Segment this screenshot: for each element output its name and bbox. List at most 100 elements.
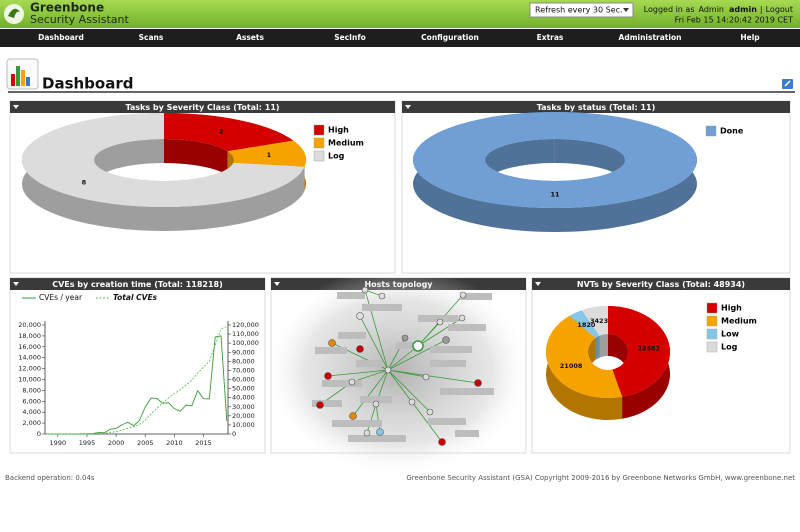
y2-tick-label: 110,000 — [232, 330, 259, 338]
y-tick-label: 0 — [37, 430, 41, 438]
backend-time: Backend operation: 0.04s — [5, 474, 95, 482]
select-arrow[interactable] — [623, 8, 629, 12]
legend-label: High — [328, 126, 349, 135]
panel-header — [532, 278, 790, 290]
panel-menu[interactable] — [535, 282, 541, 286]
slice — [581, 306, 608, 336]
legend-swatch — [706, 341, 718, 353]
y2-tick-label: 120,000 — [232, 321, 259, 329]
legend-swatch — [706, 302, 718, 314]
nav-item[interactable]: Configuration — [421, 33, 479, 42]
refresh-select[interactable]: Refresh every 30 Sec. — [529, 2, 634, 18]
series-line — [46, 326, 227, 435]
y-tick-label: 12,000 — [18, 365, 41, 373]
panel-title: Tasks by status (Total: 11) — [537, 103, 656, 112]
edit-icon[interactable] — [782, 79, 793, 89]
y-tick-label: 2,000 — [22, 419, 41, 427]
separator: | — [760, 5, 763, 14]
value-label: 11 — [551, 191, 561, 199]
y2-tick-label: 80,000 — [232, 357, 255, 365]
legend-label: Medium — [721, 317, 757, 326]
legend-label: CVEs / year — [39, 293, 83, 302]
panel-menu[interactable] — [13, 282, 19, 286]
nav-item[interactable]: Administration — [619, 33, 682, 42]
x-tick-label: 2010 — [166, 439, 183, 447]
logo-name: Greenbone — [30, 1, 104, 15]
panel-menu[interactable] — [274, 282, 280, 286]
legend-label: Total CVEs — [113, 293, 158, 302]
legend-swatch — [705, 125, 717, 137]
y-tick-label: 18,000 — [18, 332, 41, 340]
y-tick-label: 4,000 — [22, 408, 41, 416]
logged-in-label: Logged in as — [644, 5, 695, 14]
select-box[interactable] — [529, 2, 634, 18]
y2-tick-label: 20,000 — [232, 412, 255, 420]
panel-header — [402, 101, 790, 113]
x-tick-label: 1990 — [50, 439, 67, 447]
nav: Dashboard Scans Assets SecInfo Configuration… — [38, 33, 760, 42]
topology-labels — [312, 292, 494, 442]
value-label: 1 — [267, 151, 272, 159]
nav-item[interactable]: Scans — [139, 33, 164, 42]
slice — [546, 316, 623, 398]
y2-tick-label: 40,000 — [232, 394, 255, 402]
value-label: 21008 — [560, 362, 583, 370]
y2-tick-label: 30,000 — [232, 403, 255, 411]
slice-side — [545, 316, 623, 421]
datetime: Fri Feb 15 14:20:42 2019 CET — [675, 16, 794, 25]
nav-item[interactable]: Assets — [236, 33, 264, 42]
topology-nodes — [316, 286, 482, 446]
legend-swatch — [313, 137, 325, 149]
nav-item[interactable]: SecInfo — [334, 33, 365, 42]
y2-tick-label: 0 — [232, 430, 236, 438]
x-tick-label: 2005 — [137, 439, 154, 447]
y2-tick-label: 50,000 — [232, 385, 255, 393]
x-tick-label: 2015 — [195, 439, 212, 447]
y-tick-label: 14,000 — [18, 354, 41, 362]
value-label: 2 — [219, 127, 224, 135]
y-tick-label: 20,000 — [18, 321, 41, 329]
nav-item[interactable]: Extras — [537, 33, 564, 42]
legend-label: Log — [328, 152, 345, 161]
y-tick-label: 16,000 — [18, 343, 41, 351]
username: admin — [729, 5, 757, 14]
value-label: 1820 — [577, 321, 596, 329]
y2-tick-label: 100,000 — [232, 339, 259, 347]
nav-bar — [0, 29, 800, 47]
panel-header — [10, 278, 265, 290]
page-title: Dashboard — [42, 75, 133, 93]
panel-menu[interactable] — [405, 105, 411, 109]
y-tick-label: 8,000 — [22, 386, 41, 394]
login-info: Logged in as Admin admin | Logout — [644, 5, 793, 14]
slice — [569, 310, 600, 338]
copyright: Greenbone Security Assistant (GSA) Copyr… — [406, 474, 795, 482]
slice — [227, 140, 307, 167]
value-label: 3423 — [590, 317, 608, 325]
legend-swatch — [313, 150, 325, 162]
panel-menu[interactable] — [13, 105, 19, 109]
panel-header — [10, 101, 395, 113]
nav-item[interactable]: Dashboard — [38, 33, 84, 42]
value-label: 8 — [82, 178, 87, 186]
legend-swatch — [706, 328, 718, 340]
slice — [412, 112, 697, 208]
y-tick-label: 6,000 — [22, 397, 41, 405]
topology-graph — [263, 267, 533, 477]
panel — [9, 277, 266, 454]
select-text[interactable]: Refresh every 30 Sec. — [535, 6, 623, 15]
slice — [164, 113, 294, 152]
logout-link[interactable]: Logout — [766, 5, 793, 14]
panel-title: Tasks by Severity Class (Total: 11) — [125, 103, 279, 112]
x-tick-label: 2000 — [108, 439, 125, 447]
x-tick-label: 1995 — [79, 439, 96, 447]
logo-subtitle: Security Assistant — [30, 13, 129, 26]
y2-tick-label: 10,000 — [232, 421, 255, 429]
nav-item[interactable]: Help — [740, 33, 760, 42]
role: Admin — [699, 5, 725, 14]
series-line — [46, 335, 228, 435]
header-bar — [0, 0, 800, 28]
legend-label: Log — [721, 343, 738, 352]
y2-tick-label: 90,000 — [232, 348, 255, 356]
legend-label: High — [721, 304, 742, 313]
